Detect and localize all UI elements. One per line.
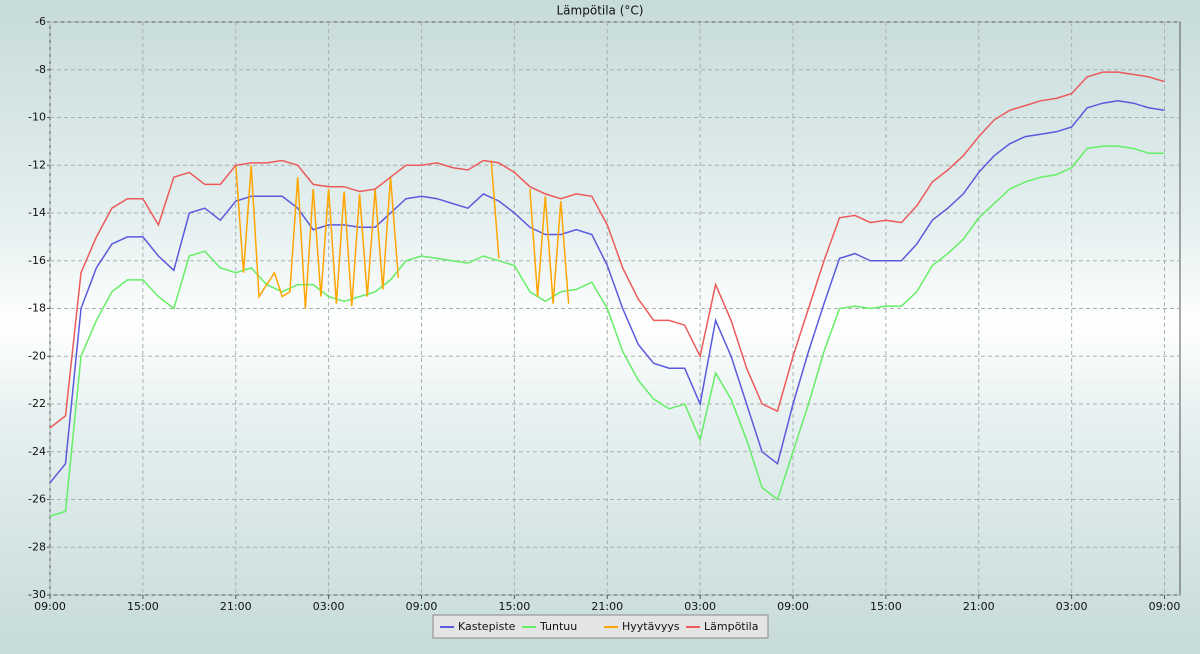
y-tick-label: -30 bbox=[28, 588, 46, 601]
legend-label: Hyytävyys bbox=[622, 620, 680, 633]
x-tick-label: 09:00 bbox=[777, 600, 809, 613]
y-tick-label: -28 bbox=[28, 540, 46, 553]
y-tick-label: -22 bbox=[28, 397, 46, 410]
x-tick-label: 15:00 bbox=[870, 600, 902, 613]
legend-label: Lämpötila bbox=[704, 620, 758, 633]
x-tick-label: 03:00 bbox=[684, 600, 716, 613]
series-line bbox=[49, 100, 1165, 484]
legend-label: Tuntuu bbox=[539, 620, 577, 633]
x-tick-label: 09:00 bbox=[1149, 600, 1181, 613]
y-tick-label: -16 bbox=[28, 254, 46, 267]
x-tick-label: 21:00 bbox=[220, 600, 252, 613]
x-tick-label: 09:00 bbox=[406, 600, 438, 613]
y-tick-label: -14 bbox=[28, 206, 46, 219]
series-line bbox=[235, 160, 570, 309]
y-tick-label: -10 bbox=[28, 111, 46, 124]
series-line bbox=[49, 145, 1165, 517]
x-tick-label: 15:00 bbox=[499, 600, 531, 613]
y-tick-label: -26 bbox=[28, 493, 46, 506]
y-tick-label: -6 bbox=[35, 15, 46, 28]
y-tick-label: -18 bbox=[28, 302, 46, 315]
x-tick-label: 21:00 bbox=[591, 600, 623, 613]
x-tick-label: 15:00 bbox=[127, 600, 159, 613]
x-tick-label: 21:00 bbox=[963, 600, 995, 613]
y-tick-label: -8 bbox=[35, 63, 46, 76]
series-line bbox=[49, 71, 1165, 429]
legend-label: Kastepiste bbox=[458, 620, 516, 633]
legend-box bbox=[432, 614, 769, 639]
y-tick-label: -20 bbox=[28, 349, 46, 362]
y-tick-label: -12 bbox=[28, 158, 46, 171]
x-tick-label: 03:00 bbox=[1056, 600, 1088, 613]
chart-title: Lämpötila (°C) bbox=[557, 4, 644, 18]
x-tick-label: 03:00 bbox=[313, 600, 345, 613]
y-tick-label: -24 bbox=[28, 445, 46, 458]
x-tick-label: 09:00 bbox=[34, 600, 66, 613]
